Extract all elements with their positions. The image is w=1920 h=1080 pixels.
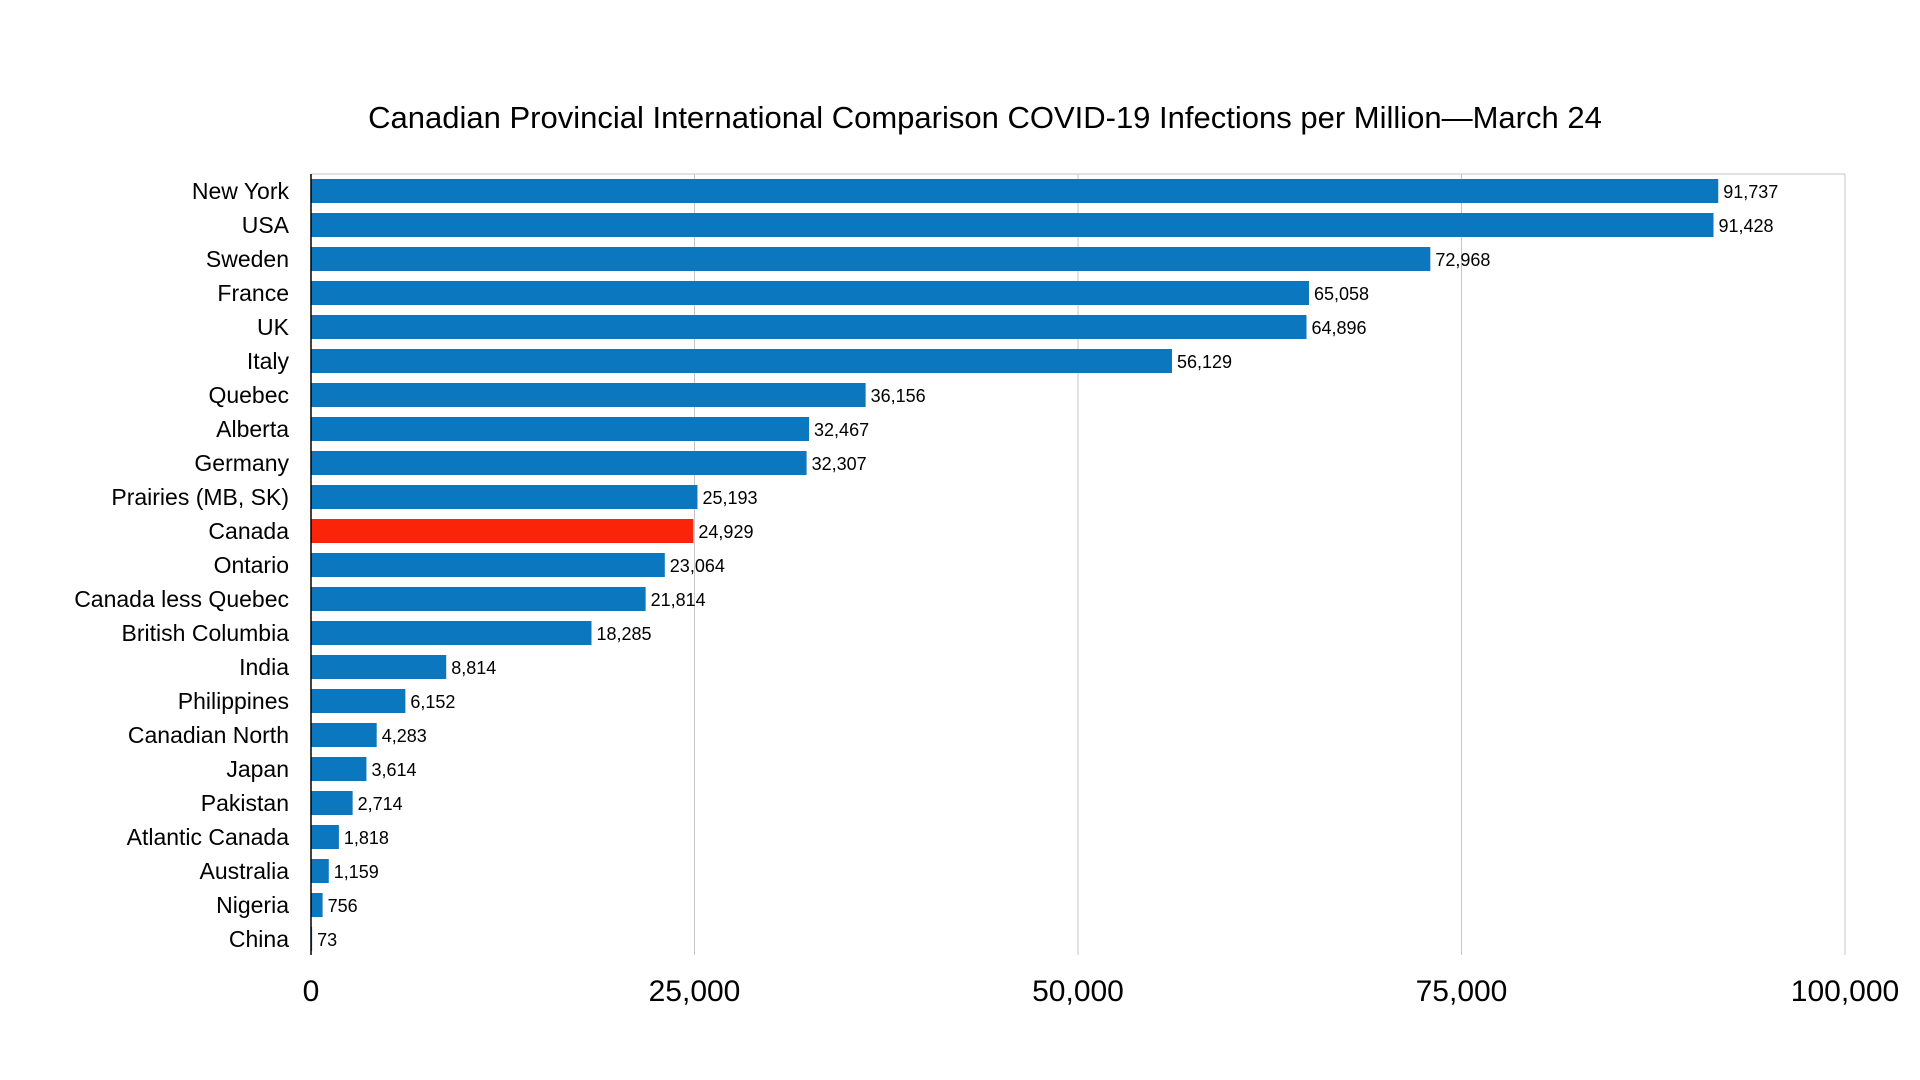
bar-india bbox=[311, 655, 447, 679]
value-label: 72,968 bbox=[1435, 250, 1490, 270]
value-label: 23,064 bbox=[670, 556, 725, 576]
bar-pakistan bbox=[311, 791, 353, 815]
value-label: 6,152 bbox=[410, 692, 455, 712]
bar-british-columbia bbox=[311, 621, 592, 645]
value-label: 18,285 bbox=[596, 624, 651, 644]
category-label: France bbox=[217, 280, 289, 306]
bar-alberta bbox=[311, 417, 810, 441]
category-label: Canada less Quebec bbox=[74, 586, 289, 612]
category-label: New York bbox=[192, 178, 290, 204]
value-label: 64,896 bbox=[1312, 318, 1367, 338]
bar-uk bbox=[311, 315, 1307, 339]
value-labels: 91,737 91,428 72,968 65,058 64,896 56,129 36,1… bbox=[317, 182, 1778, 950]
category-label: British Columbia bbox=[122, 620, 290, 646]
bar-canada bbox=[311, 519, 694, 543]
category-label: China bbox=[229, 926, 289, 952]
category-label: Japan bbox=[226, 756, 289, 782]
value-label: 36,156 bbox=[871, 386, 926, 406]
category-label: Australia bbox=[200, 858, 290, 884]
bar-prairies-mb-sk bbox=[311, 485, 698, 509]
value-label: 25,193 bbox=[702, 488, 757, 508]
category-label: Quebec bbox=[208, 382, 289, 408]
category-label: Canadian North bbox=[128, 722, 289, 748]
bar-canadian-north bbox=[311, 723, 377, 747]
value-label: 32,307 bbox=[812, 454, 867, 474]
value-label: 24,929 bbox=[698, 522, 753, 542]
bar-canada-less-quebec bbox=[311, 587, 646, 611]
value-label: 56,129 bbox=[1177, 352, 1232, 372]
value-label: 756 bbox=[328, 896, 358, 916]
category-label: Ontario bbox=[214, 552, 289, 578]
category-label: Philippines bbox=[178, 688, 289, 714]
category-label: Nigeria bbox=[216, 892, 289, 918]
value-label: 2,714 bbox=[358, 794, 403, 814]
bar-italy bbox=[311, 349, 1173, 373]
bar-nigeria bbox=[311, 893, 323, 917]
x-tick-labels: 0 25,000 50,000 75,000 100,000 bbox=[303, 975, 1900, 1008]
bar-philippines bbox=[311, 689, 406, 713]
value-label: 21,814 bbox=[651, 590, 706, 610]
value-label: 91,428 bbox=[1719, 216, 1774, 236]
bar-australia bbox=[311, 859, 329, 883]
category-label: Pakistan bbox=[201, 790, 289, 816]
bar-ontario bbox=[311, 553, 665, 577]
chart-title: Canadian Provincial International Compar… bbox=[368, 100, 1602, 135]
category-labels: New York USA Sweden France UK Italy Quebec Albe… bbox=[74, 178, 289, 952]
category-label: Italy bbox=[247, 348, 290, 374]
category-label: Prairies (MB, SK) bbox=[111, 484, 289, 510]
value-label: 8,814 bbox=[451, 658, 496, 678]
bar-france bbox=[311, 281, 1309, 305]
bar-new-york bbox=[311, 179, 1719, 203]
category-label: India bbox=[239, 654, 289, 680]
category-label: Atlantic Canada bbox=[127, 824, 290, 850]
category-label: USA bbox=[242, 212, 290, 238]
value-label: 91,737 bbox=[1723, 182, 1778, 202]
value-label: 1,159 bbox=[334, 862, 379, 882]
x-tick-label: 75,000 bbox=[1416, 975, 1508, 1008]
x-tick-label: 0 bbox=[303, 975, 320, 1008]
category-label: Sweden bbox=[206, 246, 289, 272]
bar-usa bbox=[311, 213, 1714, 237]
category-label: Germany bbox=[194, 450, 289, 476]
bar-quebec bbox=[311, 383, 866, 407]
value-label: 3,614 bbox=[371, 760, 416, 780]
bar-atlantic-canada bbox=[311, 825, 339, 849]
category-label: UK bbox=[257, 314, 290, 340]
value-label: 1,818 bbox=[344, 828, 389, 848]
value-label: 4,283 bbox=[382, 726, 427, 746]
value-label: 73 bbox=[317, 930, 337, 950]
x-tick-label: 50,000 bbox=[1032, 975, 1124, 1008]
axes bbox=[310, 173, 1845, 955]
bar-japan bbox=[311, 757, 367, 781]
value-label: 32,467 bbox=[814, 420, 869, 440]
category-label: Alberta bbox=[216, 416, 289, 442]
bar-sweden bbox=[311, 247, 1431, 271]
x-tick-label: 25,000 bbox=[649, 975, 741, 1008]
category-label: Canada bbox=[208, 518, 289, 544]
bar-germany bbox=[311, 451, 807, 475]
bars bbox=[311, 179, 1719, 951]
value-label: 65,058 bbox=[1314, 284, 1369, 304]
x-tick-label: 100,000 bbox=[1791, 975, 1899, 1008]
